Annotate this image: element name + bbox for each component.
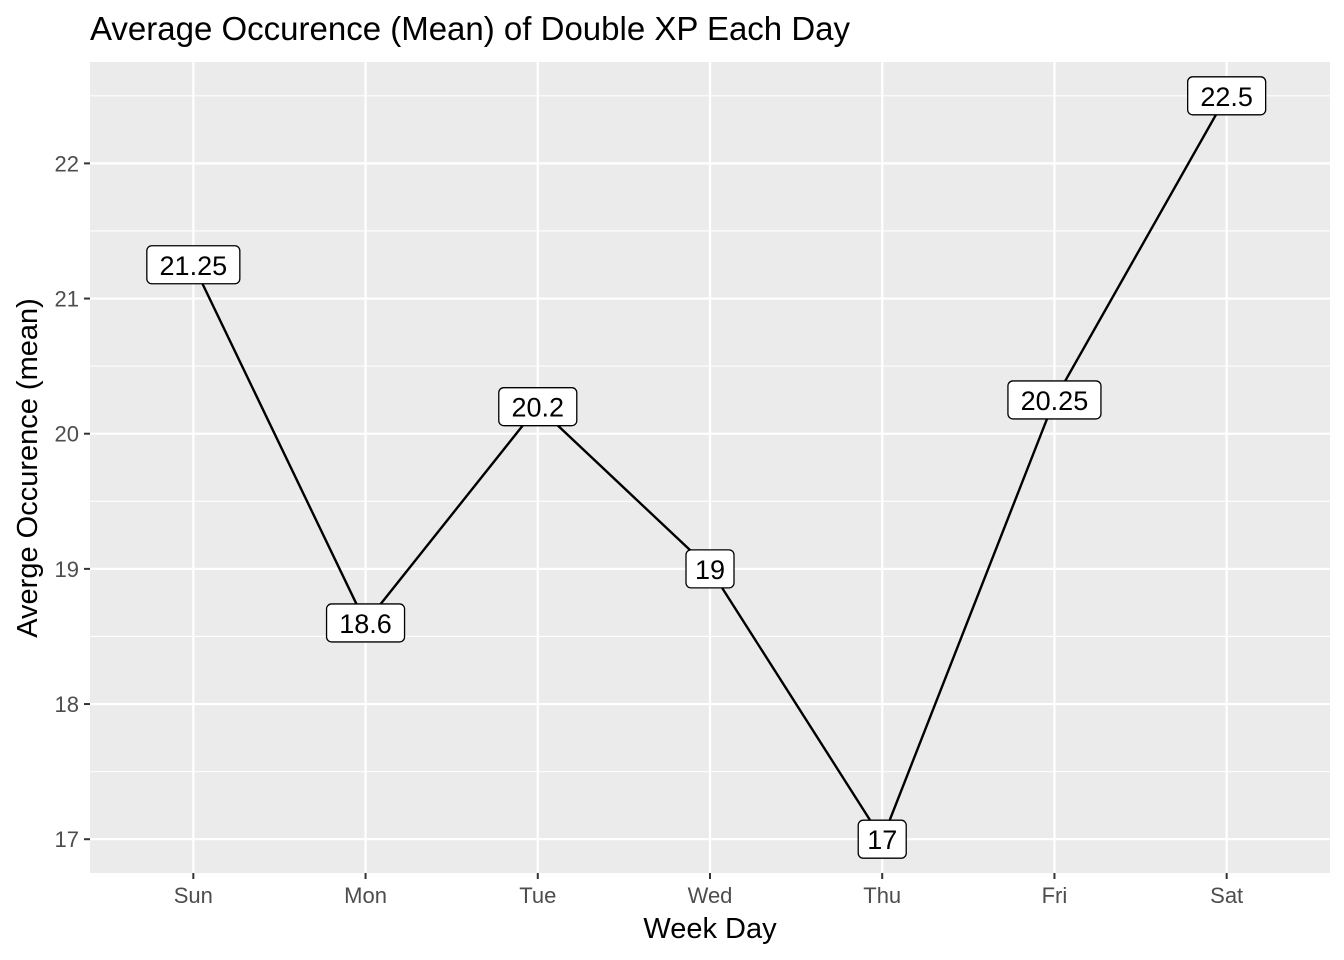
data-label-group: 18.6 (325, 603, 406, 643)
y-tick-label: 21 (55, 287, 79, 312)
data-label-group: 20.2 (498, 387, 578, 427)
x-tick-label: Sun (174, 883, 213, 908)
data-label-group: 20.25 (1007, 380, 1102, 420)
y-tick-label: 22 (55, 151, 79, 176)
axes: 17 18 19 20 21 22 Sun Mon Tue Wed Thu Fri Sat (55, 151, 1244, 908)
data-label: 20.2 (511, 393, 564, 423)
y-tick-label: 18 (55, 692, 79, 717)
data-label-group: 22.5 (1187, 76, 1267, 116)
chart-title: Average Occurence (Mean) of Double XP Ea… (90, 10, 851, 47)
data-labels: 21.25 18.6 20.2 19 17 20.25 22.5 (146, 76, 1267, 859)
y-tick-label: 20 (55, 422, 79, 447)
data-label-group: 19 (685, 549, 735, 589)
x-tick-label: Wed (688, 883, 733, 908)
x-axis-title: Week Day (643, 913, 777, 945)
data-label-box (146, 245, 241, 285)
data-label: 17 (867, 825, 897, 855)
y-tick-label: 17 (55, 827, 79, 852)
data-label-box (325, 603, 406, 643)
data-label-box (685, 549, 735, 589)
x-tick-label: Fri (1042, 883, 1068, 908)
data-label-group: 17 (857, 819, 907, 859)
y-axis-title: Averge Occurence (mean) (12, 298, 44, 638)
data-label: 21.25 (160, 251, 228, 281)
y-tick-label: 19 (55, 557, 79, 582)
data-label-box (857, 819, 907, 859)
data-label-group: 21.25 (146, 245, 241, 285)
x-tick-label: Mon (344, 883, 387, 908)
x-tick-label: Tue (519, 883, 556, 908)
data-label: 18.6 (339, 609, 392, 639)
data-label-box (498, 387, 578, 427)
x-tick-label: Thu (863, 883, 901, 908)
data-label-box (1187, 76, 1267, 116)
data-label: 22.5 (1200, 82, 1253, 112)
data-label: 19 (695, 555, 725, 585)
data-label-box (1007, 380, 1102, 420)
data-label: 20.25 (1021, 386, 1089, 416)
grid-lines (90, 62, 1330, 873)
x-tick-label: Sat (1210, 883, 1243, 908)
